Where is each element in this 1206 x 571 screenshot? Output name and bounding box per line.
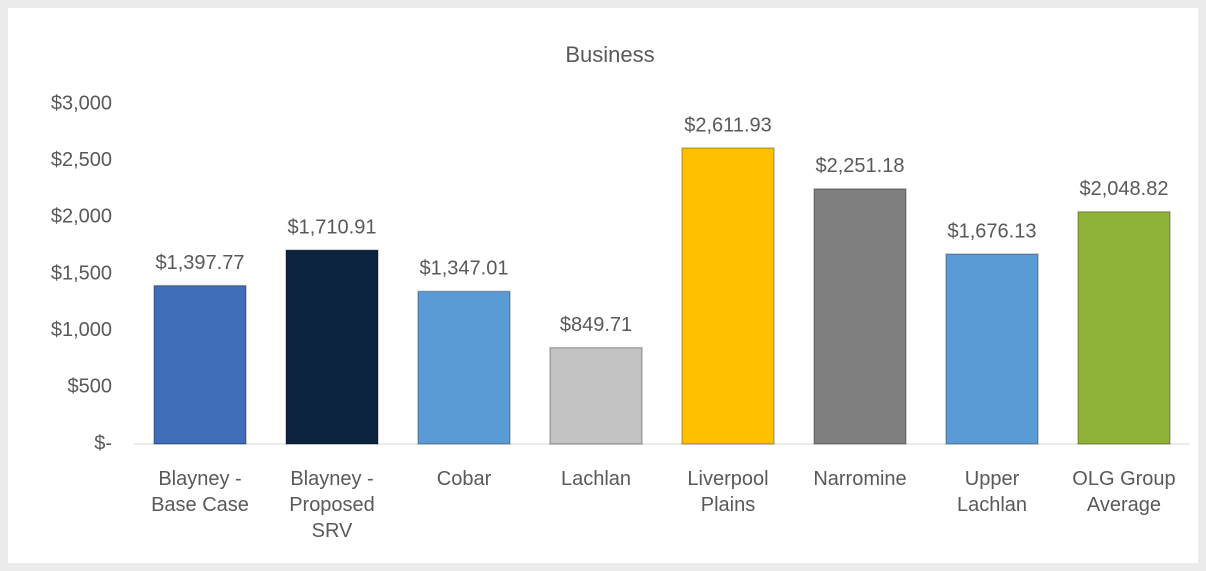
data-label: $1,397.77 [156,252,245,274]
x-tick-label: Cobar [436,468,492,490]
data-label: $849.71 [560,314,632,336]
bar [549,346,643,445]
y-tick-label: $2,500 [51,149,112,171]
x-tick-label: Blayney - Base Case [151,468,249,516]
bar [681,147,775,445]
y-tick-label: $1,000 [51,319,112,341]
x-tick-label: Upper Lachlan [956,468,1028,516]
bar [945,253,1039,445]
data-label: $1,347.01 [420,258,509,280]
x-tick-label: Narromine [813,468,907,490]
bar [285,249,379,445]
y-tick-label: $2,000 [51,206,112,228]
data-label: $1,710.91 [288,216,377,238]
x-tick-label: Blayney - Proposed SRV [289,468,375,542]
data-label: $2,611.93 [684,114,772,136]
data-label: $1,676.13 [948,220,1037,242]
bar [1077,211,1171,445]
y-tick-label: $3,000 [51,92,112,114]
bar [813,188,907,445]
bar [153,284,247,445]
x-tick-label: Lachlan [560,468,632,490]
y-tick-label: $- [94,432,112,454]
y-tick-label: $500 [68,376,113,398]
y-tick-label: $1,500 [51,262,112,284]
data-label: $2,048.82 [1080,178,1169,200]
data-label: $2,251.18 [816,155,905,177]
chart-title: Business [565,42,654,67]
bar [417,290,511,445]
x-tick-label: Liverpool Plains [687,468,769,516]
x-tick-label: OLG Group Average [1072,468,1176,516]
